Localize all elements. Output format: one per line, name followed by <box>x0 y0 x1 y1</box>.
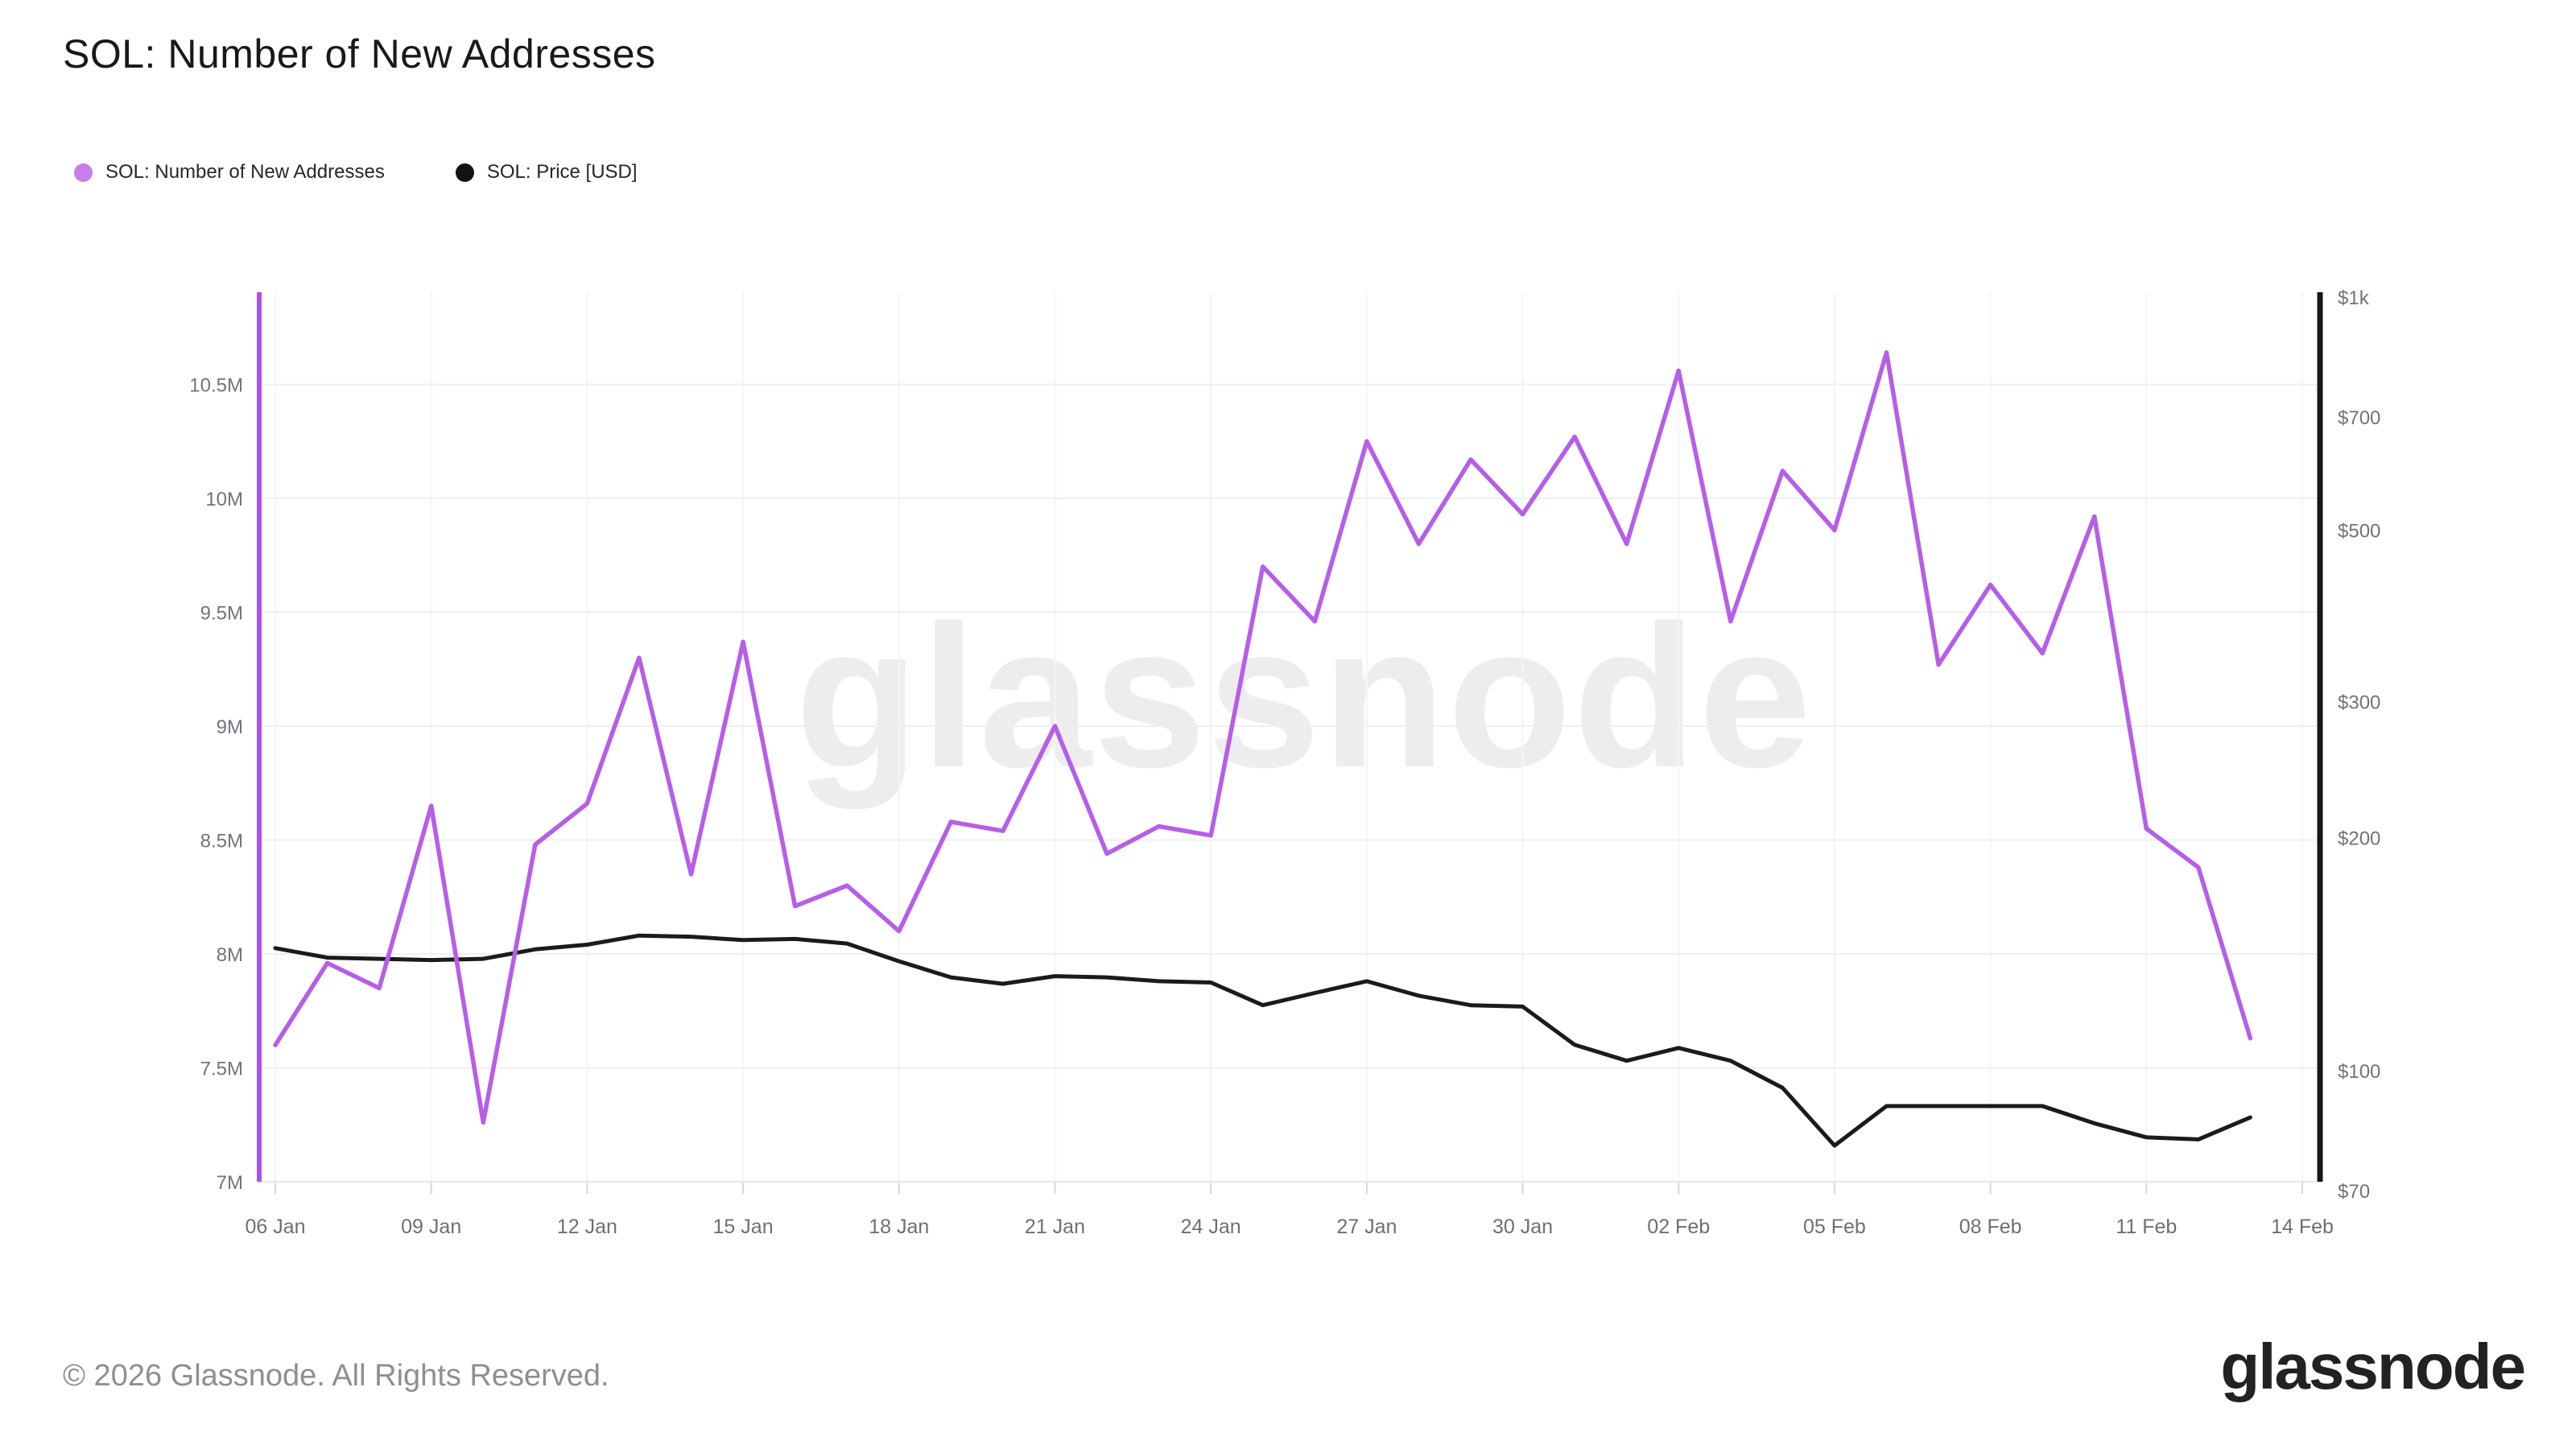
left-axis-label: 7M <box>217 1172 243 1194</box>
right-axis-label: $300 <box>2338 691 2380 713</box>
left-axis-label: 10.5M <box>189 375 243 397</box>
x-axis-label: 06 Jan <box>245 1216 305 1238</box>
legend-dot-purple-icon <box>74 163 93 182</box>
left-axis-label: 7.5M <box>200 1059 243 1080</box>
right-axis-label: $1k <box>2338 287 2370 309</box>
right-axis-label: $70 <box>2338 1181 2370 1203</box>
legend-item-new-addresses[interactable]: SOL: Number of New Addresses <box>74 161 385 184</box>
glassnode-watermark: glassnode <box>795 583 1814 810</box>
legend-label-price: SOL: Price [USD] <box>486 161 638 183</box>
x-axis-label: 09 Jan <box>401 1216 461 1238</box>
x-axis-label: 12 Jan <box>557 1216 617 1238</box>
x-axis-label: 30 Jan <box>1492 1216 1553 1238</box>
left-axis-label: 10M <box>205 489 243 510</box>
x-axis-label: 24 Jan <box>1181 1216 1241 1238</box>
x-axis-label: 21 Jan <box>1025 1216 1085 1238</box>
left-axis-label: 9M <box>217 716 243 738</box>
right-axis-label: $100 <box>2338 1061 2380 1083</box>
glassnode-logo: glassnode <box>2220 1331 2526 1402</box>
chart-title: SOL: Number of New Addresses <box>63 31 656 76</box>
x-axis-label: 18 Jan <box>869 1216 929 1238</box>
x-axis-label: 11 Feb <box>2116 1216 2177 1238</box>
right-axis-label: $500 <box>2338 520 2380 542</box>
x-axis-label: 27 Jan <box>1336 1216 1397 1238</box>
new-addresses-line <box>273 350 2253 1125</box>
left-axis-label: 8.5M <box>200 831 243 852</box>
left-axis-label: 8M <box>217 944 243 966</box>
x-axis-label: 08 Feb <box>1959 1216 2022 1238</box>
legend-dot-black-icon <box>455 163 474 182</box>
legend-label-new-addresses: SOL: Number of New Addresses <box>105 161 385 183</box>
copyright-text: © 2026 Glassnode. All Rights Reserved. <box>63 1359 609 1393</box>
x-axis-label: 14 Feb <box>2271 1216 2334 1238</box>
left-axis-label: 9.5M <box>200 603 243 625</box>
price-line <box>273 933 2252 1148</box>
x-axis-label: 02 Feb <box>1647 1216 1710 1238</box>
x-axis-label: 15 Jan <box>713 1216 774 1238</box>
right-axis-label: $700 <box>2338 407 2380 429</box>
right-axis-label: $200 <box>2338 828 2380 850</box>
legend-item-price[interactable]: SOL: Price [USD] <box>455 161 638 184</box>
chart-legend: SOL: Number of New Addresses SOL: Price … <box>74 161 638 184</box>
x-axis-label: 05 Feb <box>1803 1216 1866 1238</box>
